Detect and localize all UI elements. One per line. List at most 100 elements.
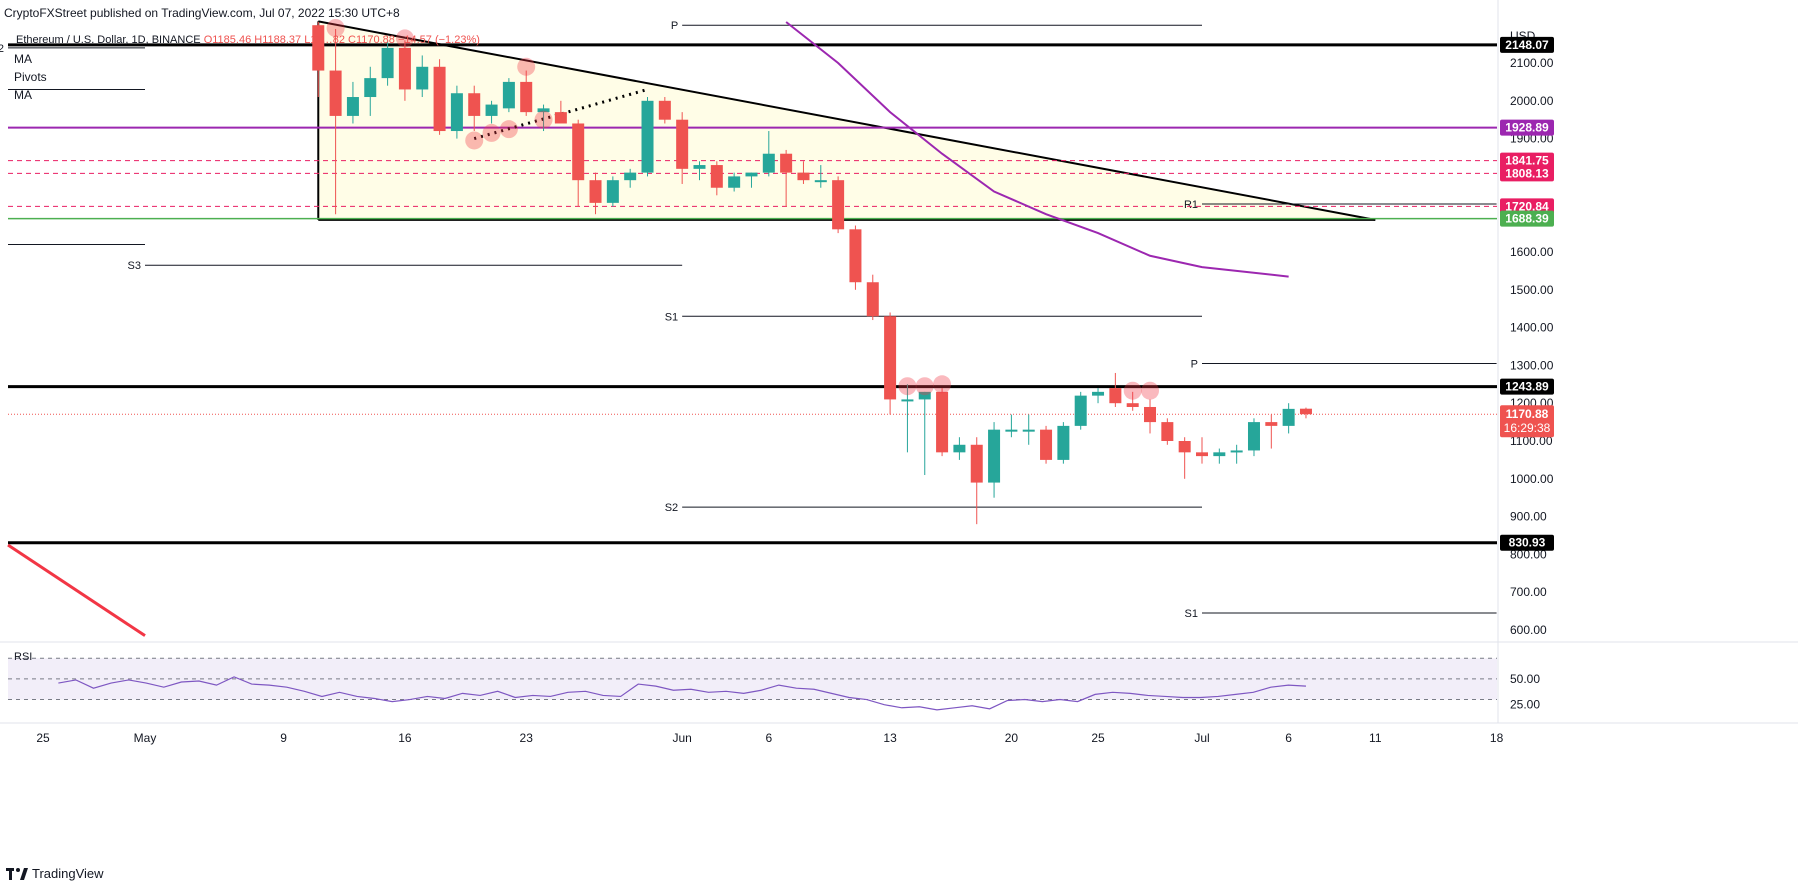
candle-body: [641, 100, 654, 173]
highlight-marker: [534, 110, 553, 129]
candle-body: [502, 81, 515, 109]
price-tick-label: 600.00: [1510, 623, 1547, 637]
time-tick-label: May: [134, 731, 157, 745]
candle: [398, 40, 411, 101]
candles-layer: [312, 19, 1312, 525]
highlight-marker: [933, 375, 952, 394]
candle: [901, 384, 914, 453]
candle: [693, 161, 706, 181]
highlight-marker: [395, 29, 414, 48]
time-tick-label: 9: [280, 731, 287, 745]
last-price-label: 1170.88: [1506, 407, 1549, 421]
level-tag-label: 1720.84: [1505, 199, 1549, 213]
highlight-marker: [326, 19, 345, 37]
highlight-marker: [1123, 381, 1142, 400]
candle-body: [849, 229, 862, 283]
candle-body: [832, 180, 845, 230]
candle: [312, 22, 325, 98]
candle-body: [1299, 408, 1312, 415]
pivot-label: P: [1191, 359, 1198, 371]
candle-body: [520, 81, 533, 113]
legend-item-pivots[interactable]: Pivots: [14, 70, 47, 84]
candle-body: [606, 180, 619, 203]
candle-body: [936, 391, 949, 453]
rsi-tick-label: 50.00: [1510, 672, 1540, 686]
highlight-marker: [465, 131, 484, 150]
candle-body: [745, 172, 758, 177]
price-axis: USD2100.002000.001900.001800.001700.0016…: [1500, 29, 1554, 637]
candle: [1074, 391, 1087, 430]
candle-body: [1074, 395, 1087, 426]
legend-item-ma[interactable]: MA: [14, 52, 32, 66]
level-tag-label: 1808.13: [1505, 166, 1549, 180]
pivot-label: R1: [1184, 199, 1198, 211]
legend-item-ma-2[interactable]: MA: [14, 88, 32, 102]
candle: [346, 81, 359, 124]
time-tick-label: 25: [1091, 731, 1105, 745]
candle: [381, 40, 394, 86]
candle-body: [537, 108, 550, 113]
level-tag-label: 2148.07: [1505, 38, 1549, 52]
candle: [762, 131, 775, 177]
candle: [329, 28, 342, 215]
candle: [1022, 414, 1035, 445]
highlight-marker: [499, 120, 518, 139]
time-tick-label: 16: [398, 731, 412, 745]
pivot-label: S1: [1185, 608, 1198, 620]
candle-body: [693, 165, 706, 169]
ohlc-readout: Ethereum / U.S. Dollar, 1D, BINANCE O118…: [16, 34, 480, 46]
time-tick-label: 13: [883, 731, 897, 745]
candle: [988, 422, 1001, 498]
candle: [468, 85, 481, 132]
candle-body: [884, 316, 897, 400]
rsi-line: [58, 676, 1307, 711]
last-price-tag: [1500, 405, 1554, 438]
time-tick-label: 23: [520, 731, 534, 745]
candle-body: [988, 429, 1001, 483]
candle-body: [433, 66, 446, 132]
candle: [832, 176, 845, 234]
candle: [1144, 399, 1157, 434]
candle-body: [1282, 408, 1295, 426]
level-tag: [1500, 534, 1554, 551]
candle-body: [970, 444, 983, 483]
candle: [953, 437, 966, 460]
candle-body: [1005, 429, 1018, 432]
price-tick-label: 800.00: [1510, 547, 1547, 561]
candle-body: [814, 180, 827, 183]
descending-trendline: [318, 20, 1376, 221]
time-tick-label: 11: [1369, 731, 1382, 745]
price-tick-label: 2100.00: [1510, 56, 1554, 70]
candle: [641, 97, 654, 177]
candle-body: [416, 66, 429, 90]
candle: [485, 100, 498, 124]
highlight-marker: [898, 377, 917, 396]
level-tag: [1500, 210, 1554, 227]
level-tag-label: 830.93: [1509, 536, 1546, 550]
time-tick-label: 18: [1490, 731, 1504, 745]
tradingview-logo-icon: [6, 867, 28, 880]
level-tag: [1500, 378, 1554, 395]
candle: [502, 78, 515, 113]
candle: [728, 172, 741, 192]
candle: [1282, 403, 1295, 434]
candle: [676, 112, 689, 184]
level-tag-label: 1688.39: [1505, 212, 1549, 226]
candle-body: [381, 47, 394, 79]
level-tag: [1500, 119, 1554, 136]
price-tick-label: 1600.00: [1510, 245, 1554, 259]
pivot-label: S2: [0, 43, 4, 55]
level-tag: [1500, 198, 1554, 215]
drawing-layer: S2 S3 P S1 S2 P R1 S1: [0, 20, 1497, 637]
candle-body: [312, 25, 325, 71]
candle-body: [1022, 429, 1035, 432]
price-tick-label: 1400.00: [1510, 321, 1554, 335]
candle: [780, 149, 793, 207]
time-tick-label: 6: [765, 731, 772, 745]
candle-body: [1230, 450, 1243, 453]
moving-average-line: [785, 21, 1289, 278]
candle-body: [1265, 422, 1278, 426]
level-tag: [1500, 152, 1554, 169]
candle-body: [572, 123, 585, 181]
